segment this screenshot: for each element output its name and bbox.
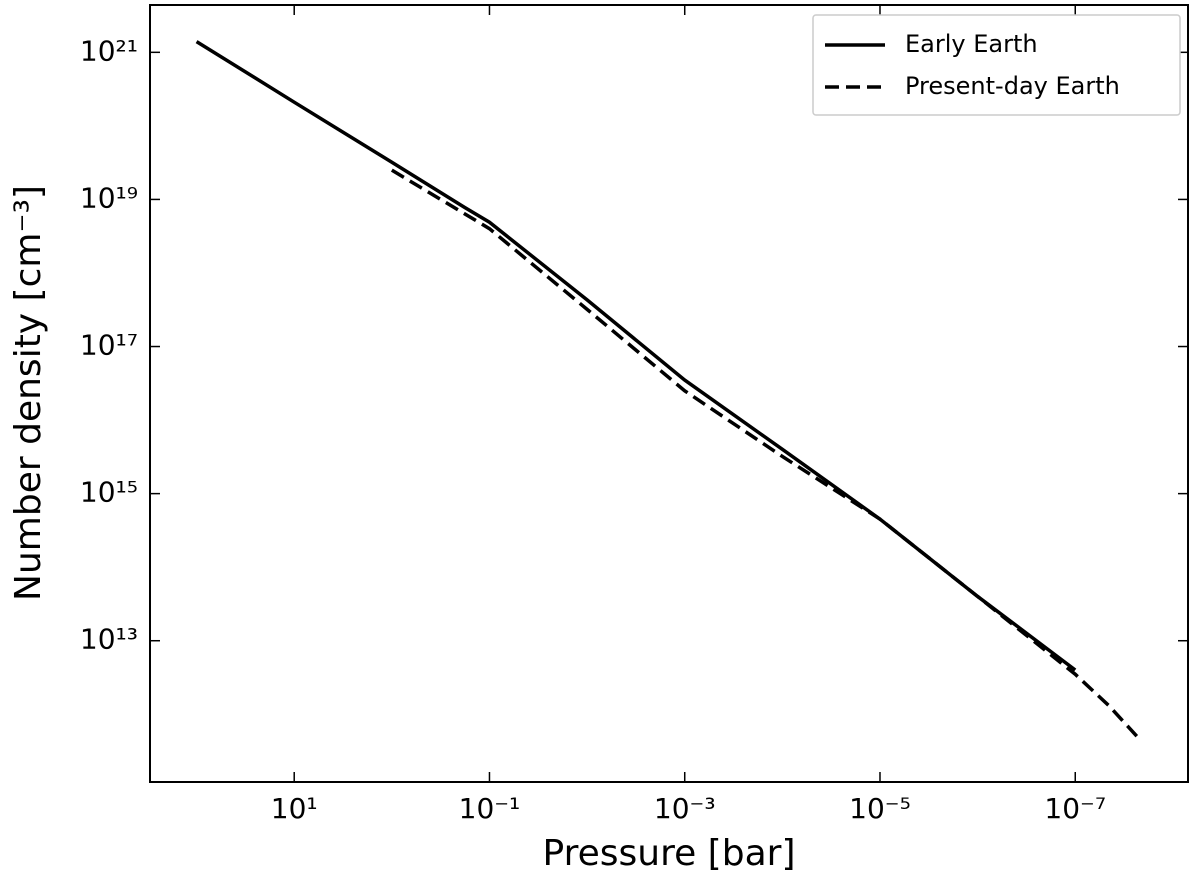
x-tick-label: 10⁻⁷ <box>1044 792 1106 825</box>
y-axis-label: Number density [cm⁻³] <box>8 185 49 601</box>
x-tick-label: 10⁻⁵ <box>849 792 911 825</box>
x-tick-label: 10⁻¹ <box>459 792 521 825</box>
plot-frame <box>149 4 1189 783</box>
y-tick-label: 10²¹ <box>80 34 138 67</box>
y-tick-label: 10¹³ <box>80 623 138 656</box>
x-axis-label: Pressure [bar] <box>543 833 796 874</box>
y-tick-label: 10¹⁷ <box>80 329 138 362</box>
x-tick-label: 10¹ <box>271 792 318 825</box>
y-tick-label: 10¹⁵ <box>80 476 138 509</box>
legend-label: Early Earth <box>905 30 1038 58</box>
legend-label: Present-day Earth <box>905 72 1120 100</box>
y-tick-label: 10¹⁹ <box>80 181 138 214</box>
x-tick-label: 10⁻³ <box>654 792 716 825</box>
line-series <box>390 168 1143 743</box>
legend-box <box>812 14 1181 116</box>
line-series <box>195 40 1077 672</box>
